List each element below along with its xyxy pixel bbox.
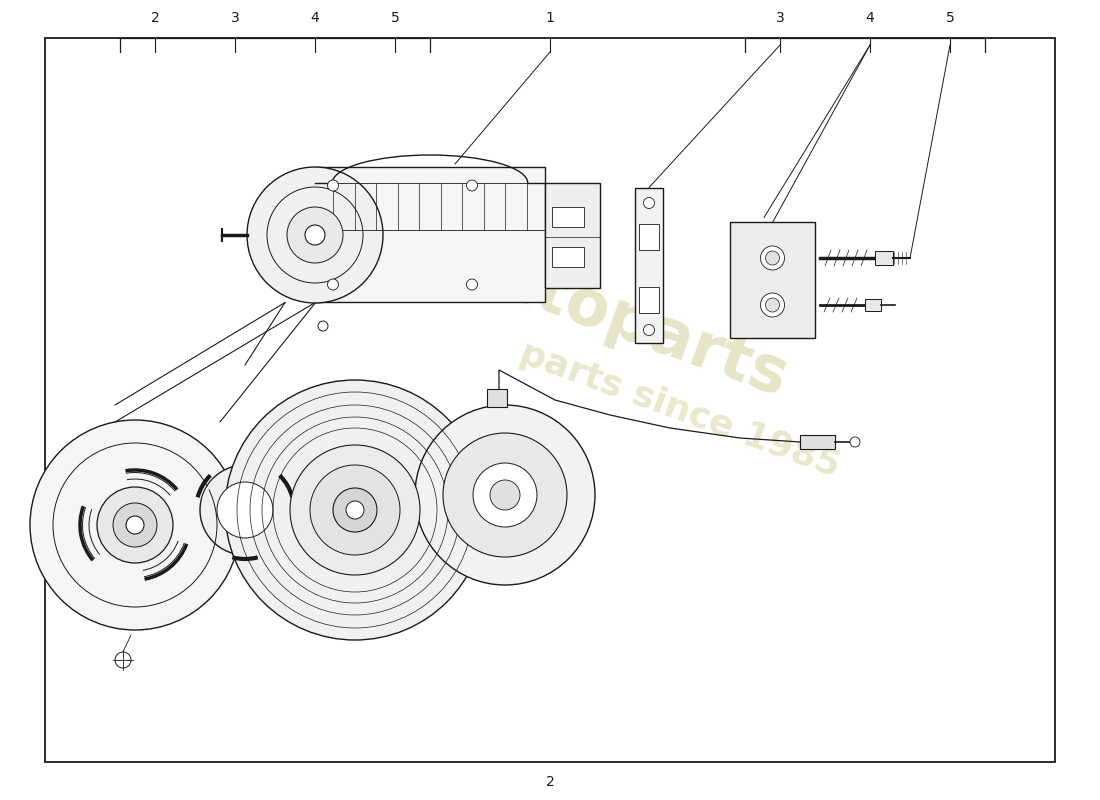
Bar [874, 251, 893, 265]
Text: 4: 4 [866, 11, 874, 25]
Circle shape [466, 180, 477, 191]
Circle shape [126, 516, 144, 534]
Text: parts since 1985: parts since 1985 [515, 336, 845, 484]
Circle shape [116, 652, 131, 668]
Bar [639, 224, 659, 250]
Bar [730, 222, 815, 338]
Circle shape [290, 445, 420, 575]
Circle shape [490, 480, 520, 510]
Circle shape [248, 167, 383, 303]
Bar [552, 247, 584, 267]
Circle shape [226, 380, 485, 640]
Circle shape [415, 405, 595, 585]
Circle shape [760, 293, 784, 317]
Text: 2: 2 [546, 775, 554, 789]
Text: 4: 4 [310, 11, 319, 25]
Circle shape [328, 180, 339, 191]
Bar [865, 299, 881, 311]
Bar [487, 389, 507, 407]
Circle shape [30, 420, 240, 630]
Circle shape [644, 325, 654, 335]
Circle shape [328, 279, 339, 290]
Circle shape [97, 487, 173, 563]
Circle shape [766, 298, 780, 312]
Circle shape [766, 251, 780, 265]
Text: 3: 3 [776, 11, 784, 25]
Text: 5: 5 [390, 11, 399, 25]
Circle shape [346, 501, 364, 519]
Bar [635, 187, 663, 342]
Text: 3: 3 [231, 11, 240, 25]
Circle shape [644, 198, 654, 209]
Text: autoparts: autoparts [444, 230, 796, 410]
Circle shape [113, 503, 157, 547]
Circle shape [318, 321, 328, 331]
Text: 1: 1 [546, 11, 554, 25]
Circle shape [333, 488, 377, 532]
Circle shape [850, 437, 860, 447]
Bar [639, 287, 659, 313]
Bar [544, 182, 600, 287]
Bar [800, 435, 835, 449]
Circle shape [287, 207, 343, 263]
Circle shape [200, 465, 290, 555]
Bar [315, 167, 544, 302]
Circle shape [760, 246, 784, 270]
Text: 2: 2 [151, 11, 160, 25]
Bar [552, 207, 584, 227]
Circle shape [466, 279, 477, 290]
Circle shape [473, 463, 537, 527]
Circle shape [443, 433, 566, 557]
Text: 5: 5 [946, 11, 955, 25]
Circle shape [217, 482, 273, 538]
Circle shape [305, 225, 324, 245]
Circle shape [310, 465, 400, 555]
